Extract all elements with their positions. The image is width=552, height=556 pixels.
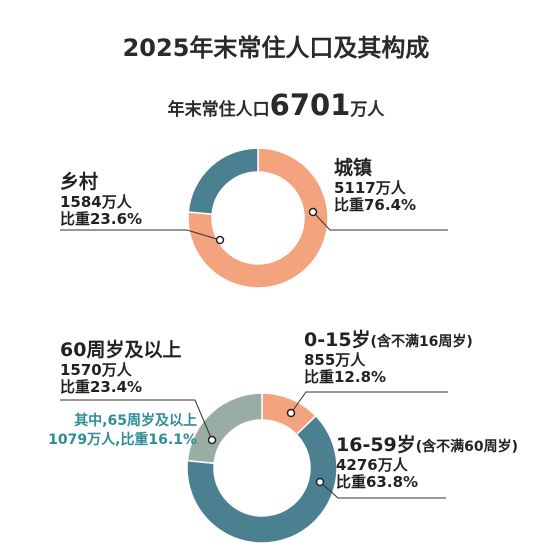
urban-amount: 5117万人 [334, 178, 406, 197]
age0-note: (含不满16周岁) [370, 334, 473, 350]
urban-ratio: 比重76.4% [334, 196, 417, 215]
urban-name: 城镇 [334, 157, 373, 179]
rural-name: 乡村 [60, 171, 99, 193]
leader-rural [60, 229, 221, 241]
age0-amount: 855万人 [304, 350, 366, 369]
age60-name: 60周岁及以上 [60, 339, 182, 361]
leader-lines [60, 211, 448, 499]
label-age-16-59: 16-59岁(含不满60周岁) 4276万人 比重63.8% [336, 434, 519, 492]
label-age-65-plus: 其中,65周岁及以上 1079万人,比重16.1% [48, 412, 197, 450]
dot-age0 [286, 408, 296, 418]
age60-ratio: 比重23.4% [60, 378, 143, 397]
slice-donut2-2 [186, 392, 263, 465]
dot-rural [215, 235, 225, 245]
label-age-0-15: 0-15岁(含不满16周岁) 855万人 比重12.8% [304, 329, 473, 387]
leader-dots [207, 207, 325, 487]
age16-ratio: 比重63.8% [336, 473, 419, 492]
chart-title: 2025年末常住人口及其构成 [122, 34, 430, 62]
dot-age16 [315, 477, 325, 487]
label-age-60-plus: 60周岁及以上 1570万人 比重23.4% [60, 339, 182, 397]
slice-donut1-1 [187, 147, 259, 215]
age16-name: 16-59岁 [336, 434, 416, 456]
dot-urban [308, 207, 318, 217]
leader-age60 [60, 399, 213, 441]
label-rural: 乡村 1584万人 比重23.6% [60, 171, 143, 229]
slice-donut2-1 [186, 414, 338, 544]
age0-ratio: 比重12.8% [304, 368, 387, 387]
rural-ratio: 比重23.6% [60, 210, 143, 229]
age-donut [186, 392, 338, 544]
age16-amount: 4276万人 [336, 455, 408, 474]
age65-line1: 其中,65周岁及以上 [74, 413, 197, 429]
rural-amount: 1584万人 [60, 192, 132, 211]
age0-name: 0-15岁 [304, 329, 371, 351]
total-population: 年末常住人口6701万人 [0, 88, 552, 122]
age16-note: (含不满60周岁) [415, 439, 519, 455]
age60-amount: 1570万人 [60, 360, 132, 379]
label-urban: 城镇 5117万人 比重76.4% [334, 157, 417, 215]
dot-age60 [207, 435, 217, 445]
slice-donut1-0 [187, 147, 329, 289]
leader-age16 [319, 481, 446, 499]
total-prefix: 年末常住人口 [167, 100, 270, 120]
total-suffix: 万人 [350, 100, 385, 120]
age65-line2: 1079万人,比重16.1% [48, 431, 197, 448]
urban-rural-donut [187, 147, 329, 289]
total-number: 6701 [269, 88, 351, 122]
leader-age0 [290, 391, 448, 414]
leader-urban [312, 211, 448, 231]
